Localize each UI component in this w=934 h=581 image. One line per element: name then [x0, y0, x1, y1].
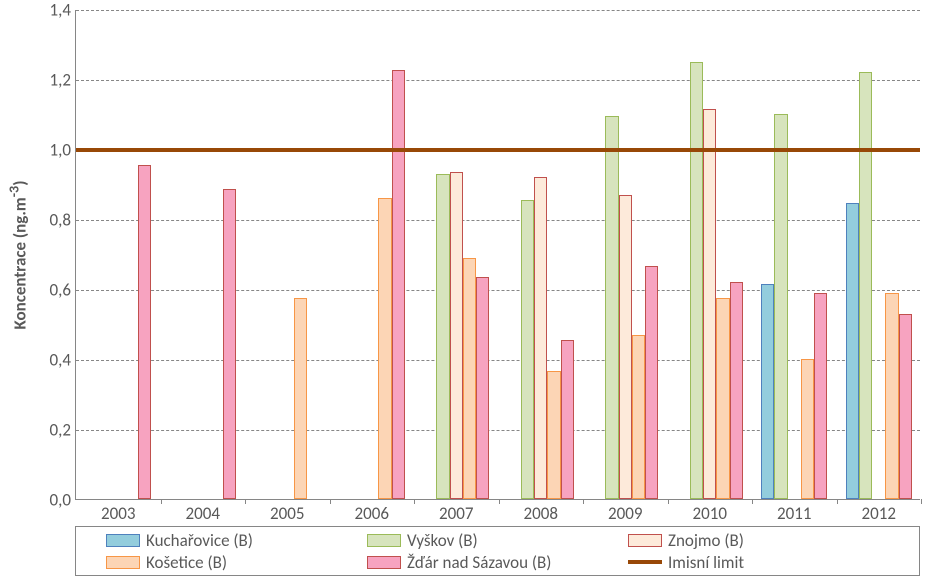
y-axis-title-sup: -3: [6, 186, 23, 198]
x-tick-label: 2011: [777, 503, 811, 524]
x-tick-label: 2012: [862, 503, 896, 524]
bar: [561, 340, 574, 499]
gridline: [76, 360, 920, 361]
x-tick: [245, 499, 246, 504]
legend-line-swatch: [628, 560, 662, 564]
x-tick-label: 2007: [439, 503, 473, 524]
legend-item: Znojmo (B): [628, 529, 889, 551]
bar: [730, 282, 743, 499]
bar: [690, 62, 703, 500]
y-tick-label: 0,2: [36, 420, 71, 441]
x-tick-label: 2003: [101, 503, 135, 524]
bar: [294, 298, 307, 499]
x-tick: [668, 499, 669, 504]
bar: [801, 359, 814, 499]
legend-swatch: [106, 556, 140, 569]
bar: [223, 189, 236, 499]
y-tick-label: 1,2: [36, 70, 71, 91]
bar: [814, 293, 827, 500]
bar: [605, 116, 618, 499]
legend: Kuchařovice (B) Vyškov (B) Znojmo (B) Košet…: [75, 526, 920, 576]
legend-swatch: [367, 534, 401, 547]
x-tick: [583, 499, 584, 504]
legend-swatch: [628, 534, 662, 547]
bar: [534, 177, 547, 499]
legend-swatch: [367, 556, 401, 569]
x-tick: [414, 499, 415, 504]
bar: [632, 335, 645, 500]
bar: [547, 371, 560, 499]
bar: [899, 314, 912, 500]
x-tick-label: 2006: [355, 503, 389, 524]
legend-item: Vyškov (B): [367, 529, 628, 551]
plot-area: 0,00,20,40,60,81,01,21,42003200420052006…: [75, 10, 920, 500]
bar: [138, 165, 151, 499]
x-tick: [330, 499, 331, 504]
y-tick-label: 0,0: [36, 490, 71, 511]
bar: [703, 109, 716, 499]
bar: [761, 284, 774, 499]
gridline: [76, 10, 920, 11]
legend-label: Znojmo (B): [668, 530, 744, 551]
y-axis-title-close: ): [9, 180, 30, 185]
x-tick-label: 2008: [524, 503, 558, 524]
bar: [463, 258, 476, 500]
legend-item: Imisní limit: [628, 551, 889, 573]
y-tick-label: 1,4: [36, 0, 71, 21]
x-tick: [752, 499, 753, 504]
x-tick-label: 2009: [608, 503, 642, 524]
bar: [436, 174, 449, 500]
bar: [645, 266, 658, 499]
bar: [392, 70, 405, 499]
legend-label: Žďár nad Sázavou (B): [407, 552, 551, 573]
bar: [774, 114, 787, 499]
gridline: [76, 430, 920, 431]
gridline: [76, 80, 920, 81]
x-tick: [499, 499, 500, 504]
legend-label: Imisní limit: [668, 552, 744, 573]
legend-item: Košetice (B): [106, 551, 367, 573]
bar: [859, 72, 872, 499]
x-tick-label: 2010: [693, 503, 727, 524]
bar: [885, 293, 898, 500]
legend-swatch: [106, 534, 140, 547]
legend-label: Vyškov (B): [407, 530, 478, 551]
x-tick: [921, 499, 922, 504]
x-tick: [837, 499, 838, 504]
x-tick-label: 2004: [186, 503, 220, 524]
bar: [450, 172, 463, 499]
gridline: [76, 290, 920, 291]
gridline: [76, 220, 920, 221]
y-axis-title: Koncentrace (ng.m-3): [6, 180, 31, 329]
y-axis-title-text: Koncentrace (ng.m: [9, 197, 30, 329]
bar: [521, 200, 534, 499]
y-tick-label: 0,6: [36, 280, 71, 301]
legend-item: Žďár nad Sázavou (B): [367, 551, 628, 573]
bar: [378, 198, 391, 499]
legend-label: Kuchařovice (B): [146, 530, 253, 551]
bar: [476, 277, 489, 499]
bar: [846, 203, 859, 499]
y-tick-label: 0,4: [36, 350, 71, 371]
y-tick-label: 1,0: [36, 140, 71, 161]
bar: [619, 195, 632, 500]
y-tick-label: 0,8: [36, 210, 71, 231]
x-tick-label: 2005: [270, 503, 304, 524]
bar: [716, 298, 729, 499]
legend-item: Kuchařovice (B): [106, 529, 367, 551]
chart-container: Koncentrace (ng.m-3) 0,00,20,40,60,81,01…: [0, 0, 934, 581]
x-tick: [161, 499, 162, 504]
limit-line: [76, 148, 920, 152]
legend-label: Košetice (B): [146, 552, 227, 573]
